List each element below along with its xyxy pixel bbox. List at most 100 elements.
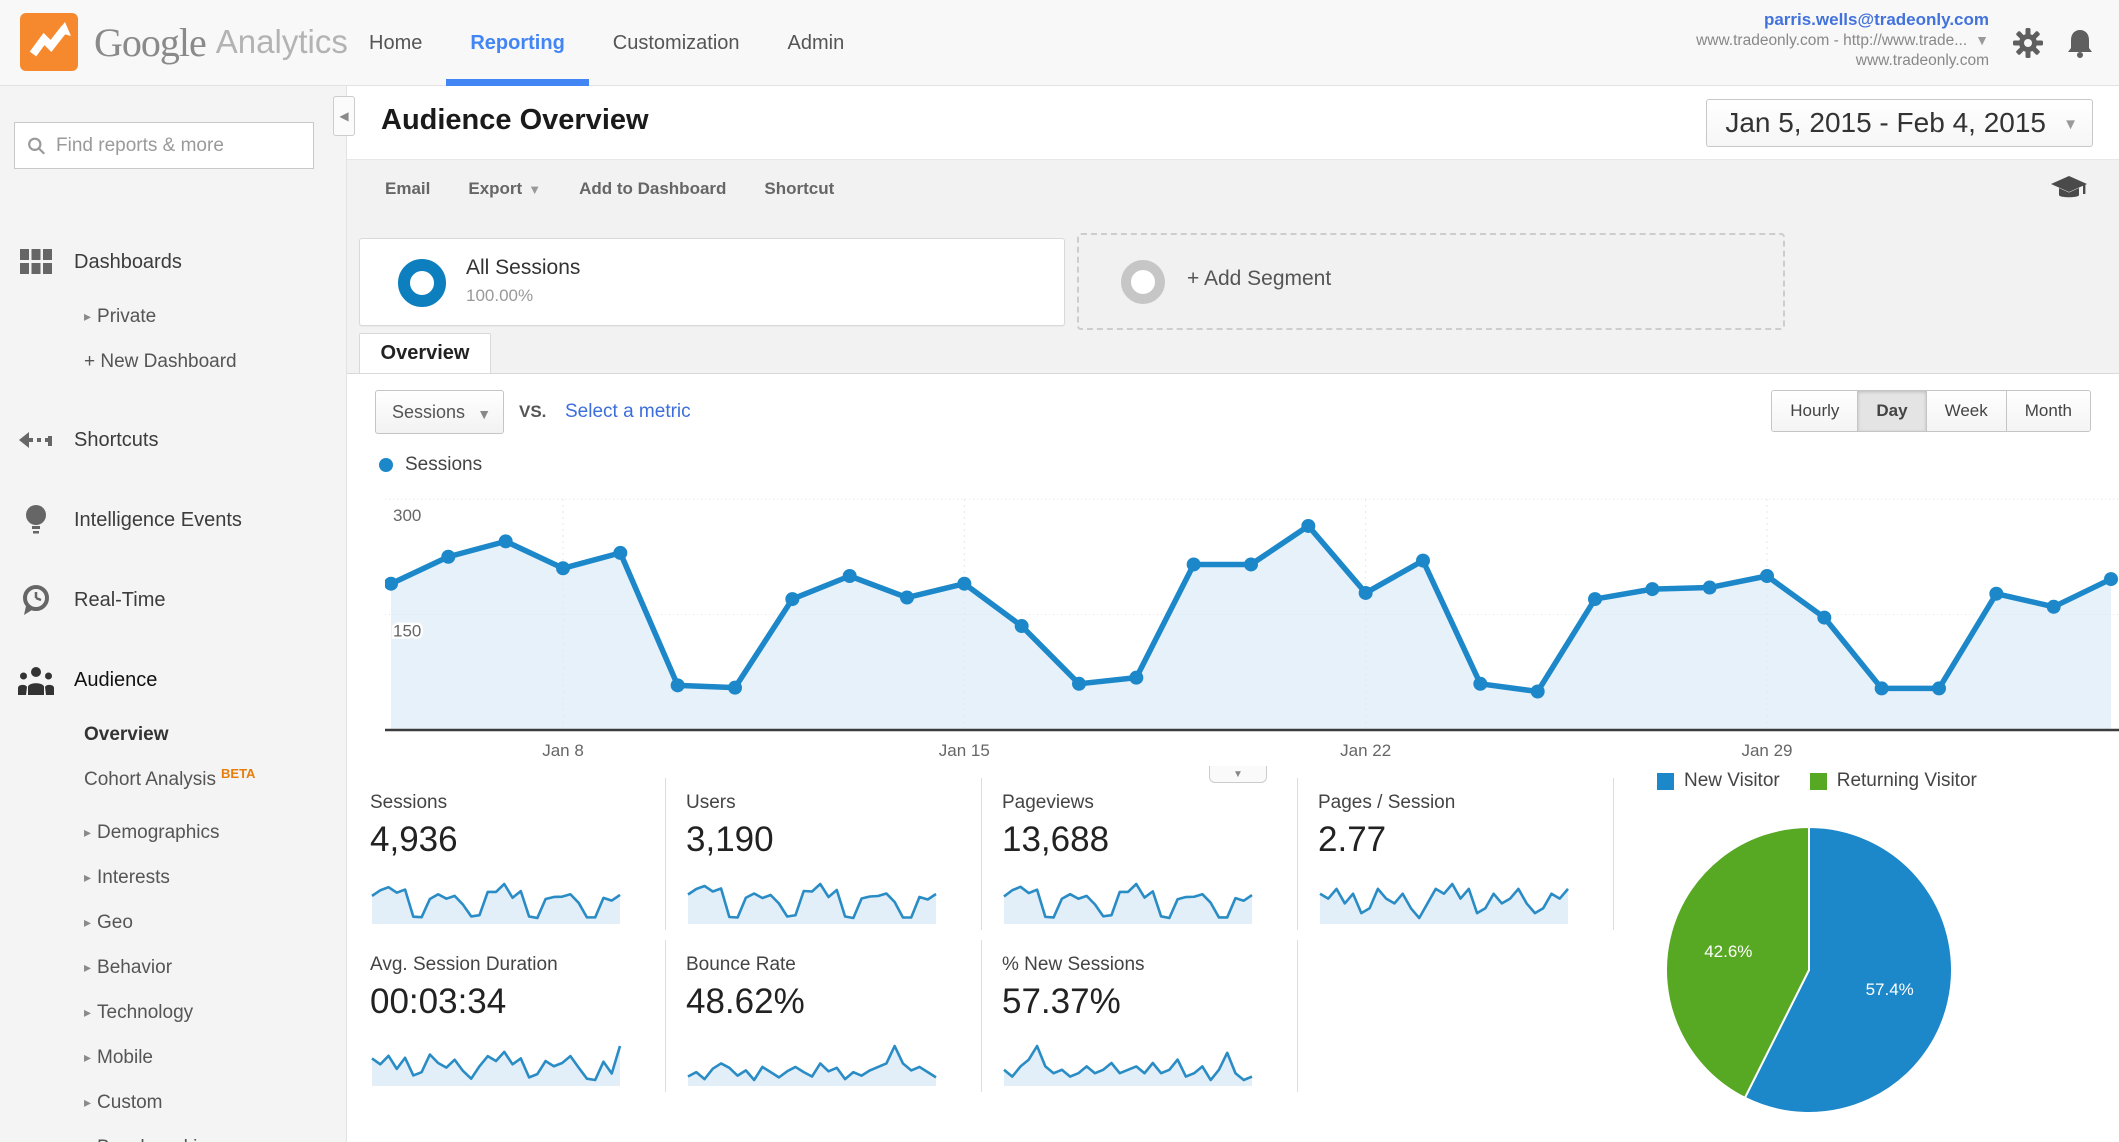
- visitor-type-pie-chart[interactable]: 57.4% 42.6%: [1659, 820, 1959, 1120]
- metric-card-pages-session[interactable]: Pages / Session 2.77: [1298, 778, 1614, 930]
- sessions-line-chart[interactable]: 150 300 Jan 8 Jan 15 Jan 22 Jan 29: [384, 478, 2119, 771]
- sidebar-item-benchmarking[interactable]: ▸ Benchmarking: [0, 1125, 347, 1142]
- account-email[interactable]: parris.wells@tradeonly.com: [1763, 10, 1989, 29]
- expander-triangle-icon: ▸: [84, 308, 92, 324]
- account-property[interactable]: www.tradeonly.com - http://www.trade... ▼: [1696, 32, 1989, 50]
- main-nav: Home Reporting Customization Admin: [345, 0, 868, 86]
- metric-label: Pages / Session: [1318, 792, 1456, 813]
- svg-text:42.6%: 42.6%: [1704, 942, 1752, 961]
- tab-overview[interactable]: Overview: [359, 333, 491, 373]
- sidebar-item-behavior[interactable]: ▸ Behavior: [0, 945, 347, 990]
- sidebar-sub-label: Overview: [84, 723, 169, 745]
- sidebar-item-real-time[interactable]: Real-Time: [0, 576, 347, 624]
- sidebar-item-technology[interactable]: ▸ Technology: [0, 990, 347, 1035]
- sidebar-item-interests[interactable]: ▸ Interests: [0, 855, 347, 900]
- metric-value: 2.77: [1318, 820, 1387, 859]
- sidebar-section-label: Shortcuts: [74, 428, 159, 451]
- granularity-day-button[interactable]: Day: [1858, 391, 1927, 431]
- metric-value: 3,190: [686, 820, 774, 859]
- sidebar-sub-label: Benchmarking: [97, 1137, 218, 1142]
- sidebar-item-dashboards[interactable]: Dashboards: [0, 238, 347, 286]
- audience-people-icon: [18, 665, 54, 695]
- report-search-box[interactable]: [14, 122, 314, 169]
- sidebar-item-shortcuts[interactable]: Shortcuts: [0, 416, 347, 464]
- settings-gear-icon[interactable]: [2011, 26, 2045, 60]
- metric-value: 48.62%: [686, 982, 805, 1021]
- granularity-hourly-button[interactable]: Hourly: [1772, 391, 1859, 431]
- segment-all-sessions[interactable]: All Sessions 100.00%: [359, 238, 1065, 326]
- metric-card-sessions[interactable]: Sessions 4,936: [370, 778, 666, 930]
- summary-section: Sessions 4,936 Users 3,190 Pageviews 13,688 Pa…: [347, 764, 2119, 1142]
- sidebar-sub-label: Behavior: [97, 956, 173, 978]
- sidebar-collapse-button[interactable]: ◀: [333, 96, 355, 136]
- search-input[interactable]: [56, 134, 301, 157]
- google-analytics-logo: Google Analytics: [20, 13, 348, 71]
- metric-sparkline: [1318, 868, 1593, 931]
- sidebar-item-demographics[interactable]: ▸ Demographics: [0, 810, 347, 855]
- sidebar-item-audience[interactable]: Audience: [0, 656, 347, 704]
- pie-legend-item-returning-visitor[interactable]: Returning Visitor: [1809, 770, 1977, 792]
- shortcut-arrow-icon: [18, 430, 54, 450]
- tab-strip: Overview: [347, 333, 2119, 373]
- nav-tab-home[interactable]: Home: [369, 31, 423, 54]
- export-button[interactable]: Export ▼: [468, 179, 542, 198]
- sidebar-item-private[interactable]: ▸ Private: [0, 294, 347, 339]
- account-info[interactable]: parris.wells@tradeonly.com www.tradeonly…: [1696, 9, 1989, 71]
- vs-label: VS.: [519, 402, 547, 421]
- sidebar-section-label: Dashboards: [74, 250, 182, 273]
- sidebar-item-custom[interactable]: ▸ Custom: [0, 1080, 347, 1125]
- chart-collapse-button[interactable]: ▼: [1209, 766, 1267, 783]
- metric-card-bounce-rate[interactable]: Bounce Rate 48.62%: [666, 940, 982, 1092]
- select-metric-link[interactable]: Select a metric: [565, 401, 691, 422]
- metric-label: % New Sessions: [1002, 954, 1145, 975]
- segment-donut-icon: [398, 259, 446, 307]
- beta-badge: BETA: [221, 766, 256, 781]
- nav-tab-admin[interactable]: Admin: [787, 31, 845, 54]
- lightbulb-icon: [18, 504, 54, 536]
- granularity-week-button[interactable]: Week: [1926, 391, 2007, 431]
- add-segment-button[interactable]: + Add Segment: [1077, 233, 1785, 330]
- metrics-row: Avg. Session Duration 00:03:34 Bounce Rate…: [370, 940, 1614, 1092]
- svg-text:Jan 29: Jan 29: [1741, 741, 1792, 760]
- notifications-bell-icon[interactable]: [2063, 26, 2097, 60]
- svg-text:Jan 15: Jan 15: [939, 741, 990, 760]
- metric-card-avg-session-duration[interactable]: Avg. Session Duration 00:03:34: [370, 940, 666, 1092]
- nav-tab-reporting[interactable]: Reporting: [446, 0, 588, 86]
- metric-dropdown[interactable]: Sessions ▼: [375, 390, 505, 434]
- sidebar-section-label: Real-Time: [74, 588, 166, 611]
- nav-tab-customization[interactable]: Customization: [612, 31, 740, 54]
- sidebar-item-geo[interactable]: ▸ Geo: [0, 900, 347, 945]
- expander-triangle-icon: ▸: [84, 1049, 92, 1065]
- granularity-month-button[interactable]: Month: [2006, 391, 2090, 431]
- expander-triangle-icon: ▸: [84, 1094, 92, 1110]
- expander-triangle-icon: ▸: [84, 1004, 92, 1020]
- education-cap-icon[interactable]: [2051, 174, 2087, 204]
- sidebar-item-mobile[interactable]: ▸ Mobile: [0, 1035, 347, 1080]
- sidebar-item-cohort-analysis[interactable]: Cohort Analysis BETA: [0, 757, 347, 802]
- expander-triangle-icon: ▸: [84, 959, 92, 975]
- date-range-picker[interactable]: Jan 5, 2015 - Feb 4, 2015 ▼: [1706, 99, 2093, 147]
- email-button[interactable]: Email: [385, 179, 431, 198]
- sidebar-sub-label: Demographics: [97, 821, 220, 843]
- shortcut-button[interactable]: Shortcut: [764, 179, 835, 198]
- segment-percent: 100.00%: [466, 286, 534, 305]
- add-to-dashboard-button[interactable]: Add to Dashboard: [579, 179, 727, 198]
- metric-label: Users: [686, 792, 736, 813]
- pie-legend-item-new-visitor[interactable]: New Visitor: [1657, 770, 1780, 792]
- sidebar-sub-label: Custom: [97, 1091, 163, 1113]
- metric-sparkline: [370, 868, 645, 931]
- sidebar-item-new-dashboard[interactable]: + New Dashboard: [0, 339, 347, 384]
- svg-text:150: 150: [393, 622, 421, 641]
- title-row: Audience Overview Jan 5, 2015 - Feb 4, 2…: [347, 86, 2119, 160]
- metric-value: 57.37%: [1002, 982, 1121, 1021]
- svg-text:Jan 8: Jan 8: [542, 741, 584, 760]
- sidebar-item-overview[interactable]: Overview: [0, 712, 347, 757]
- metric-sparkline: [1002, 1030, 1277, 1093]
- metric-card-new-sessions[interactable]: % New Sessions 57.37%: [982, 940, 1298, 1092]
- metric-card-pageviews[interactable]: Pageviews 13,688: [982, 778, 1298, 930]
- metric-value: 4,936: [370, 820, 458, 859]
- metric-card-users[interactable]: Users 3,190: [666, 778, 982, 930]
- sidebar-sub-label: + New Dashboard: [84, 350, 237, 372]
- svg-text:57.4%: 57.4%: [1866, 980, 1914, 999]
- sidebar-item-intelligence-events[interactable]: Intelligence Events: [0, 496, 347, 544]
